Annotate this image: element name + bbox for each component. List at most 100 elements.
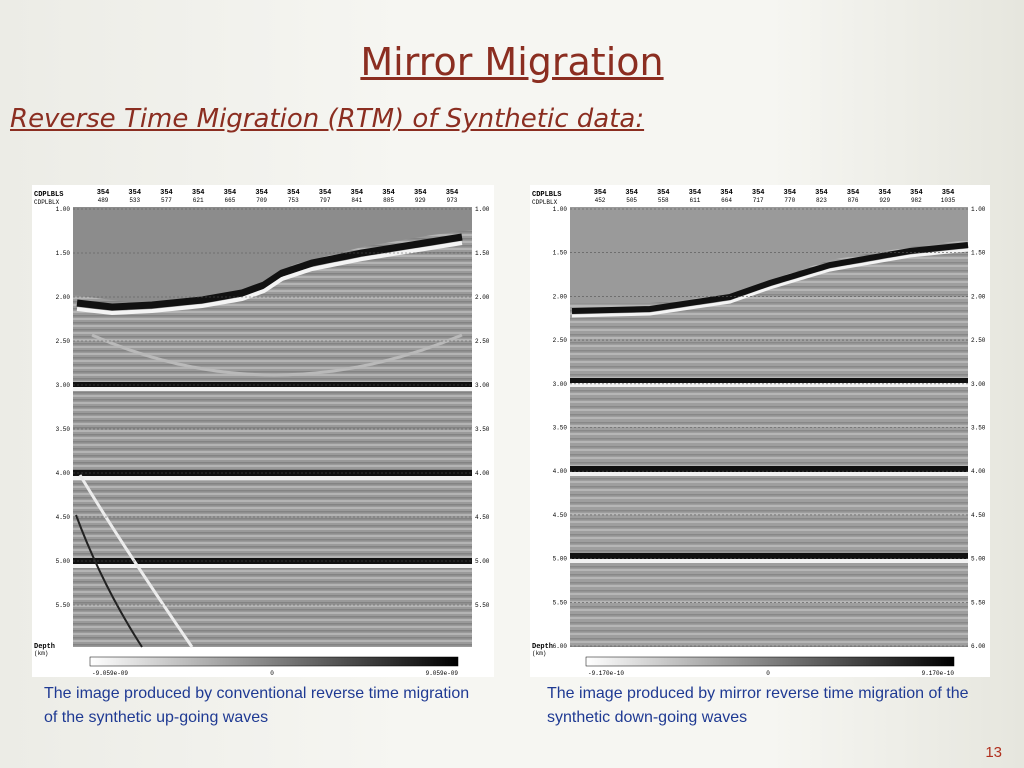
- l-depth-tick-right: 3.50: [475, 426, 490, 433]
- left-caption: The image produced by conventional rever…: [44, 685, 470, 726]
- l-depth-tick-right: 1.00: [475, 206, 490, 213]
- l-header-row1-value: 354: [160, 189, 173, 197]
- l-depth-tick-right: 1.50: [475, 250, 490, 257]
- r-depth-tick-right: 4.00: [971, 468, 986, 475]
- right-colorbar-mid: 0: [766, 670, 770, 677]
- l-header-row2-value: 533: [129, 197, 140, 204]
- r-header-row2-value: 1035: [941, 197, 956, 204]
- left-colorbar-mid: 0: [270, 670, 274, 677]
- l-depth-tick-right: 2.50: [475, 338, 490, 345]
- r-header-row1-value: 354: [847, 189, 860, 197]
- r-header-row2-value: 823: [816, 197, 827, 204]
- r-header-row1-value: 354: [815, 189, 828, 197]
- left-header-row2-label: CDPLBLX: [34, 199, 60, 206]
- right-depth-label: Depth: [532, 643, 553, 651]
- left-seismic-image: CDPLBLS CDPLBLX 354 354 354 354 354 354 354 354…: [32, 185, 494, 677]
- r-depth-tick-right: 2.50: [971, 337, 986, 344]
- r-header-row1-value: 354: [752, 189, 765, 197]
- r-header-row1-value: 354: [910, 189, 923, 197]
- l-header-row2-value: 621: [193, 197, 204, 204]
- r-depth-tick-right: 5.50: [971, 599, 986, 606]
- l-header-row2-value: 929: [415, 197, 426, 204]
- l-header-row1-value: 354: [414, 189, 427, 197]
- l-depth-tick-left: 5.00: [56, 558, 71, 565]
- l-depth-tick-left: 4.00: [56, 470, 71, 477]
- l-header-row1-value: 354: [382, 189, 395, 197]
- l-header-row2-value: 753: [288, 197, 299, 204]
- right-header-row1-label: CDPLBLS: [532, 191, 561, 199]
- r-header-row1-value: 354: [942, 189, 955, 197]
- r-header-row2-value: 876: [848, 197, 859, 204]
- l-depth-tick-left: 4.50: [56, 514, 71, 521]
- r-depth-tick-left: 3.50: [553, 425, 568, 432]
- l-depth-tick-right: 2.00: [475, 294, 490, 301]
- r-depth-tick-right: 5.00: [971, 556, 986, 563]
- r-depth-tick-right: 1.00: [971, 206, 986, 213]
- l-header-row2-value: 577: [161, 197, 172, 204]
- r-header-row1-value: 354: [657, 189, 670, 197]
- r-header-row2-value: 982: [911, 197, 922, 204]
- r-depth-tick-right: 3.50: [971, 425, 986, 432]
- l-depth-tick-right: 5.50: [475, 602, 490, 609]
- left-depth-label: Depth: [34, 643, 55, 651]
- right-colorbar: [585, 656, 955, 667]
- r-header-row1-value: 354: [594, 189, 607, 197]
- l-depth-tick-left: 1.50: [56, 250, 71, 257]
- r-depth-tick-left: 5.00: [553, 556, 568, 563]
- right-colorbar-min: -9.170e-10: [588, 670, 624, 677]
- right-seismic-image: CDPLBLS CDPLBLX 354 354 354 354 354 354 354 354…: [530, 185, 990, 677]
- r-depth-tick-left: 2.50: [553, 337, 568, 344]
- l-header-row2-value: 489: [98, 197, 109, 204]
- r-depth-tick-left: 1.50: [553, 250, 568, 257]
- r-header-row2-value: 505: [626, 197, 637, 204]
- l-header-row1-value: 354: [224, 189, 237, 197]
- l-header-row2-value: 797: [320, 197, 331, 204]
- r-depth-tick-left: 3.00: [553, 381, 568, 388]
- left-header-row1-label: CDPLBLS: [34, 191, 63, 199]
- l-header-row1-value: 354: [319, 189, 332, 197]
- l-header-row1-value: 354: [287, 189, 300, 197]
- r-header-row1-value: 354: [720, 189, 733, 197]
- r-depth-tick-left: 2.00: [553, 293, 568, 300]
- l-depth-tick-left: 2.50: [56, 338, 71, 345]
- r-depth-tick-right: 6.00: [971, 643, 986, 650]
- r-depth-tick-left: 4.00: [553, 468, 568, 475]
- r-header-row1-value: 354: [784, 189, 797, 197]
- l-depth-tick-right: 4.00: [475, 470, 490, 477]
- left-depth-unit: (km): [34, 650, 48, 657]
- l-header-row2-value: 973: [447, 197, 458, 204]
- l-depth-tick-right: 5.00: [475, 558, 490, 565]
- left-colorbar-max: 9.059e-09: [426, 670, 459, 677]
- r-header-row2-value: 558: [658, 197, 669, 204]
- page-number: 13: [985, 744, 1002, 761]
- l-depth-tick-right: 3.00: [475, 382, 490, 389]
- l-depth-tick-left: 3.00: [56, 382, 71, 389]
- l-header-row1-value: 354: [128, 189, 141, 197]
- l-header-row2-value: 885: [383, 197, 394, 204]
- r-depth-tick-left: 4.50: [553, 512, 568, 519]
- r-header-row1-value: 354: [689, 189, 702, 197]
- slide-subtitle: Reverse Time Migration (RTM) of Syntheti…: [10, 104, 645, 134]
- r-header-row2-value: 717: [753, 197, 764, 204]
- r-header-row2-value: 929: [879, 197, 890, 204]
- l-header-row1-value: 354: [446, 189, 459, 197]
- right-header-row2-label: CDPLBLX: [532, 199, 558, 206]
- l-depth-tick-left: 3.50: [56, 426, 71, 433]
- r-depth-tick-left: 1.00: [553, 206, 568, 213]
- r-header-row1-value: 354: [878, 189, 891, 197]
- l-header-row2-value: 841: [351, 197, 362, 204]
- r-header-row2-value: 770: [784, 197, 795, 204]
- l-header-row1-value: 354: [97, 189, 110, 197]
- l-depth-tick-right: 4.50: [475, 514, 490, 521]
- r-depth-tick-left: 5.50: [553, 599, 568, 606]
- l-header-row2-value: 665: [225, 197, 236, 204]
- l-header-row1-value: 354: [351, 189, 364, 197]
- right-colorbar-max: 9.170e-10: [922, 670, 955, 677]
- r-header-row1-value: 354: [625, 189, 638, 197]
- l-depth-tick-left: 2.00: [56, 294, 71, 301]
- l-header-row2-value: 709: [256, 197, 267, 204]
- left-colorbar: [89, 656, 459, 667]
- l-header-row1-value: 354: [255, 189, 268, 197]
- left-colorbar-min: -9.059e-09: [92, 670, 128, 677]
- r-header-row2-value: 611: [690, 197, 701, 204]
